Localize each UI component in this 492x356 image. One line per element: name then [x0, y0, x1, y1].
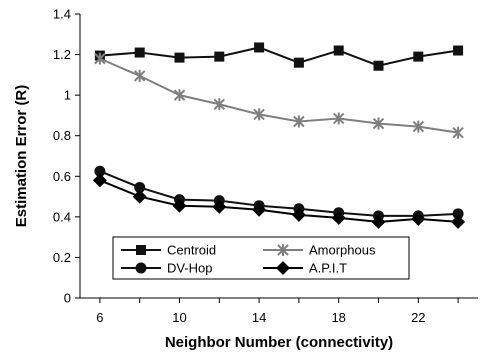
legend-label: A.P.I.T — [309, 261, 347, 276]
data-point — [214, 51, 225, 62]
legend-marker — [277, 244, 289, 256]
data-point — [373, 60, 384, 71]
x-tick-label: 14 — [252, 310, 266, 325]
data-point — [452, 126, 464, 139]
x-axis-title: Neighbor Number (connectivity) — [165, 334, 393, 351]
data-point — [172, 198, 187, 213]
legend-marker — [276, 261, 290, 275]
legend: Centroid Amorphous DV-Hop A.P.I.T — [112, 236, 410, 280]
data-point — [252, 202, 267, 217]
legend-label: Amorphous — [309, 243, 376, 258]
legend-label: DV-Hop — [167, 261, 213, 276]
data-point — [254, 42, 265, 53]
y-tick-label: 0 — [64, 291, 71, 306]
legend-item: A.P.I.T — [263, 261, 347, 276]
data-point — [332, 112, 345, 125]
data-point — [213, 98, 226, 111]
y-tick-label: 1.4 — [53, 7, 71, 22]
data-point — [92, 173, 107, 188]
data-point — [451, 214, 466, 229]
series-line — [99, 46, 459, 67]
data-point — [412, 120, 425, 133]
data-point — [253, 108, 265, 121]
data-point — [173, 89, 186, 102]
x-tick-label: 18 — [331, 310, 345, 325]
data-point — [452, 208, 464, 220]
data-point — [134, 47, 145, 58]
y-tick-label: 0.6 — [53, 169, 71, 184]
legend-marker — [135, 262, 147, 274]
y-tick-label: 0.4 — [53, 209, 71, 224]
data-point — [293, 115, 305, 128]
legend-item: DV-Hop — [121, 261, 213, 276]
x-tick-label: 10 — [172, 310, 186, 325]
y-tick-label: 0.2 — [53, 250, 71, 265]
data-point — [371, 214, 386, 229]
data-point — [174, 52, 185, 63]
data-point — [94, 52, 106, 65]
data-point — [132, 189, 147, 204]
series-line — [99, 170, 459, 217]
series-a-p-i-t — [92, 173, 466, 229]
x-tick-label: 6 — [96, 310, 103, 325]
legend-marker — [136, 245, 146, 255]
data-point — [291, 207, 306, 222]
legend-item: Amorphous — [263, 243, 376, 258]
data-point — [372, 117, 385, 130]
legend-item: Centroid — [121, 243, 216, 258]
data-point — [94, 165, 106, 177]
x-tick-label: 22 — [411, 310, 425, 325]
data-point — [453, 45, 464, 56]
data-point — [413, 51, 424, 62]
legend-label: Centroid — [167, 243, 216, 258]
y-axis-title: Estimation Error (R) — [13, 85, 30, 228]
series-line — [99, 179, 459, 223]
data-point — [331, 210, 346, 225]
data-point — [333, 45, 344, 56]
data-point — [212, 199, 227, 214]
series-layer — [92, 42, 466, 229]
y-tick-label: 1.2 — [53, 47, 71, 62]
y-tick-label: 1 — [64, 88, 71, 103]
data-point — [133, 69, 146, 82]
legend-box — [112, 236, 410, 280]
x-axis-ticks: 6 10 14 18 22 — [96, 298, 459, 325]
data-point — [134, 181, 146, 193]
data-point — [293, 57, 304, 68]
y-tick-label: 0.8 — [53, 128, 71, 143]
data-point — [411, 211, 426, 226]
series-line — [99, 57, 459, 134]
y-axis-ticks: 0 0.2 0.4 0.6 0.8 1 1.2 1.4 — [53, 7, 80, 306]
series-amorphous — [94, 52, 464, 139]
